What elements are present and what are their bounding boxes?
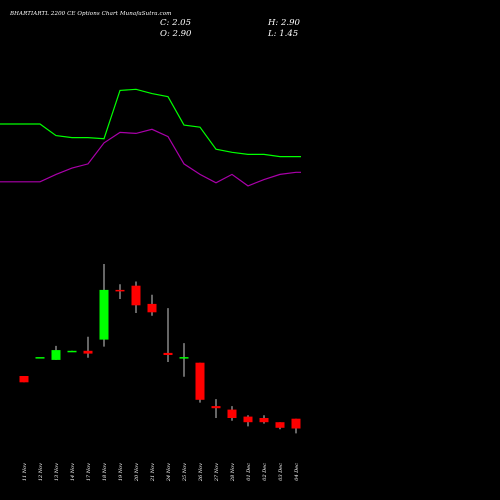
candle [19, 376, 29, 383]
candles [19, 264, 301, 434]
series-line-top [0, 88, 301, 158]
candle-body [275, 422, 285, 428]
candle-body [19, 376, 29, 383]
candle [51, 345, 61, 360]
candle-body [259, 418, 269, 423]
candle [131, 281, 141, 313]
x-tick-label: 12 Nov [38, 463, 44, 481]
candle [147, 294, 157, 316]
x-tick-label: 27 Nov [214, 463, 220, 482]
candle-body [243, 416, 253, 423]
candle-body [195, 362, 205, 400]
candle-body [83, 350, 93, 354]
candle [275, 422, 285, 430]
candle [259, 415, 269, 424]
candle [211, 399, 221, 418]
candle [195, 362, 205, 403]
close-value: C: 2.05 [160, 18, 191, 28]
x-axis-ticks: 11 Nov 12 Nov 13 Nov 14 Nov 17 Nov 18 Nov 19 N… [22, 463, 300, 482]
low-value: L: 1.45 [268, 29, 299, 39]
x-tick-label: 13 Nov [54, 463, 60, 481]
x-tick-label: 24 Nov [166, 463, 172, 482]
candle [83, 336, 93, 358]
candle-body [147, 303, 157, 313]
candle [291, 418, 301, 434]
candle [227, 406, 237, 421]
x-tick-label: 26 Nov [198, 463, 204, 482]
x-tick-label: 02 Dec [262, 463, 268, 481]
candle-body [211, 406, 221, 409]
x-tick-label: 17 Nov [86, 463, 92, 481]
candle [99, 264, 109, 347]
high-value: H: 2.90 [268, 18, 300, 28]
candle [115, 284, 125, 299]
candle-body [131, 285, 141, 306]
x-tick-label: 01 Dec [246, 463, 252, 481]
x-tick-label: 04 Dec [294, 463, 300, 481]
x-tick-label: 03 Dec [278, 463, 284, 481]
candle-body [291, 418, 301, 429]
candle [163, 308, 173, 362]
series-line-bottom [0, 128, 301, 187]
x-tick-label: 25 Nov [182, 463, 188, 482]
x-tick-label: 21 Nov [150, 463, 156, 482]
x-tick-label: 19 Nov [118, 463, 124, 481]
candle [179, 343, 189, 377]
candle-body [115, 289, 125, 292]
indicator-lines [0, 88, 301, 187]
candle [35, 357, 45, 359]
x-tick-label: 14 Nov [70, 463, 76, 481]
candle-body [163, 352, 173, 355]
candle-body [35, 357, 45, 359]
candle-body [67, 350, 77, 353]
candle-body [51, 350, 61, 360]
open-value: O: 2.90 [160, 29, 192, 39]
candle-body [99, 289, 109, 340]
candle-body [179, 357, 189, 359]
chart-title: BHARTIARTL 2200 CE Options Chart MunafaS… [10, 11, 172, 17]
x-tick-label: 18 Nov [102, 463, 108, 481]
x-tick-label: 20 Nov [134, 463, 140, 482]
x-tick-label: 28 Nov [230, 463, 236, 482]
candle-body [227, 409, 237, 418]
candle [243, 415, 253, 427]
x-tick-label: 11 Nov [22, 463, 28, 481]
candle [67, 350, 77, 353]
